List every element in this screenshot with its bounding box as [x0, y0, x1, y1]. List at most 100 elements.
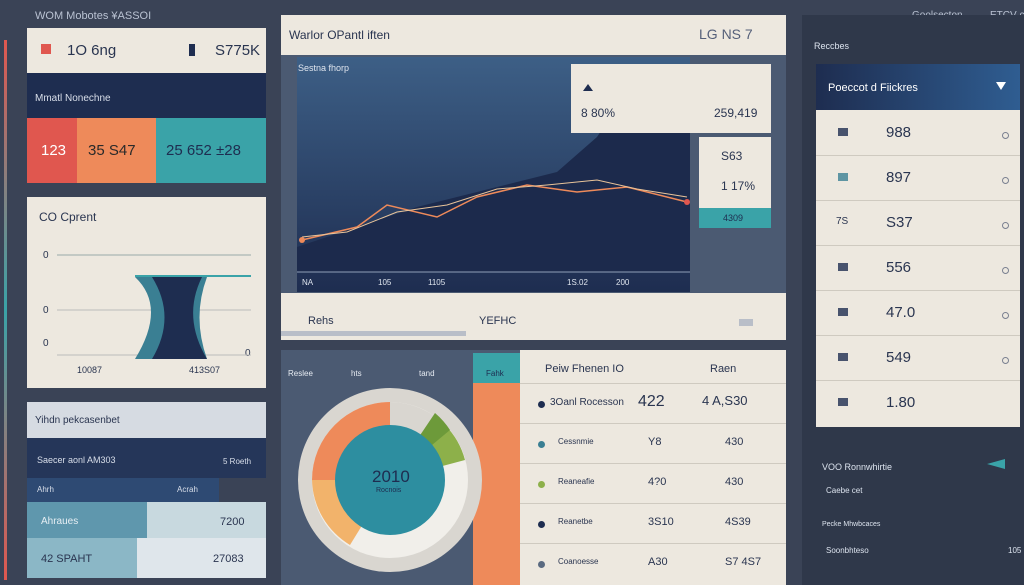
axis-label: 0: [43, 250, 49, 261]
info-bar: Rehs YEFHC: [281, 293, 786, 340]
item-value[interactable]: 1.80: [886, 394, 916, 411]
cell: 430: [725, 476, 744, 488]
table-header: Peiw Fhenen IO: [545, 363, 624, 375]
cell: Y8: [648, 436, 662, 448]
tile: 25 652 ±28: [156, 118, 266, 183]
cell: 3S10: [648, 516, 674, 528]
item-value[interactable]: 47.0: [886, 304, 916, 321]
row-divider: [520, 503, 786, 504]
card-label: 1O 6ng: [67, 42, 117, 59]
row-divider: [816, 155, 1020, 156]
row-value: Acrah: [177, 485, 198, 494]
x-label: NA: [302, 278, 314, 287]
popup-card: 8 80% 259,419: [571, 64, 771, 133]
chart-card: CO Cprent 0 0 0 0 10087 413S07: [27, 197, 266, 388]
icon: [41, 44, 51, 54]
row-divider: [520, 463, 786, 464]
list-row[interactable]: Saecer aonl AM303 5 Roeth: [27, 438, 266, 478]
item-icon: [838, 398, 848, 406]
item-value[interactable]: 988: [886, 124, 912, 141]
right-panel: Reccbes Poeccot d Fiickres 988 897 7S S37 55…: [802, 15, 1024, 585]
stat-value: S63: [721, 149, 743, 163]
footer-value: 105: [1008, 546, 1022, 555]
row-value: 5 Roeth: [223, 457, 252, 466]
popup-value: 259,419: [714, 106, 758, 120]
card-title: CO Cprent: [39, 210, 97, 224]
donut-value: 2010: [372, 467, 410, 486]
item-icon: [838, 308, 848, 316]
list-row[interactable]: Ahrh Acrah: [27, 478, 219, 502]
stat-card: S63 1 17%: [699, 137, 771, 208]
item-action[interactable]: [1002, 177, 1009, 184]
cell: Cessnmie: [558, 437, 594, 446]
band: Mmatl Nonechne: [27, 73, 266, 118]
item-icon: [838, 263, 848, 271]
row-fill: [147, 502, 266, 538]
row-label: 42 SPAHT: [41, 553, 93, 565]
row-divider: [816, 380, 1020, 381]
cell: 4?0: [648, 476, 667, 488]
list-title: Yihdn pekcasenbet: [35, 415, 120, 426]
cell: A30: [648, 556, 668, 568]
main-title: Warlor OPantl iften: [289, 28, 390, 42]
item-list: 988 897 7S S37 556 47.0 549 1.80: [816, 110, 1020, 427]
item-action[interactable]: [1002, 267, 1009, 274]
bar-label: Rehs: [308, 315, 334, 327]
item-icon: [838, 173, 848, 181]
table-header: Raen: [710, 363, 737, 375]
item-value[interactable]: 556: [886, 259, 912, 276]
row-label: Ahraues: [41, 516, 79, 527]
donut-chart: [298, 388, 482, 572]
row-divider: [816, 245, 1020, 246]
cell: S7 4S7: [725, 556, 762, 568]
item-icon: 7S: [836, 216, 849, 227]
tab[interactable]: Fahk: [486, 369, 504, 378]
item-action[interactable]: [1002, 312, 1009, 319]
axis-label: 0: [43, 305, 49, 316]
cell: Reaneafie: [558, 477, 595, 486]
axis-label: 10087: [77, 365, 103, 375]
tile-value: 35 S47: [88, 142, 136, 159]
card-value: S775K: [215, 42, 261, 59]
row-fill: [137, 538, 266, 578]
item-action[interactable]: [1002, 132, 1009, 139]
row-divider: [816, 335, 1020, 336]
cell: 422: [638, 393, 665, 410]
cell: Coanoesse: [558, 557, 599, 566]
icon: [739, 319, 753, 326]
list-row[interactable]: 42 SPAHT 27083: [27, 538, 266, 578]
axis-label: 0: [43, 338, 49, 349]
tab[interactable]: hts: [351, 369, 362, 378]
item-action[interactable]: [1002, 222, 1009, 229]
axis-label: 413S07: [189, 365, 221, 375]
footer-line: Soonbhteso: [826, 546, 869, 555]
progress: [281, 331, 466, 336]
footer-title: VOO Ronnwhirtie: [822, 462, 893, 472]
band-title: Mmatl Nonechne: [35, 93, 111, 104]
item-value[interactable]: 549: [886, 349, 912, 366]
item-action[interactable]: [1002, 357, 1009, 364]
cell: Reanetbe: [558, 517, 593, 526]
tab[interactable]: tand: [419, 369, 435, 378]
tab-active: [473, 353, 520, 383]
item-value[interactable]: S37: [886, 214, 913, 231]
popup-value: 8 80%: [581, 106, 616, 120]
row-label: Saecer aonl AM303: [37, 455, 116, 465]
row-label: Ahrh: [37, 485, 54, 494]
item-value[interactable]: 897: [886, 169, 912, 186]
donut-label: Rocnois: [376, 487, 402, 494]
app-title: WOM Mobotes ¥ASSOI: [35, 10, 152, 22]
stat-value: 4309: [723, 213, 744, 223]
stat-bar: 4309: [699, 208, 771, 228]
list-row[interactable]: Ahraues 7200: [27, 502, 266, 538]
axis-label: 0: [245, 348, 251, 359]
icon: [189, 44, 195, 56]
tile-value: 25 652 ±28: [166, 142, 241, 159]
tab[interactable]: Reslee: [288, 369, 313, 378]
tile-value: 123: [41, 142, 67, 159]
row-value: 7200: [220, 516, 245, 528]
list-header: Yihdn pekcasenbet: [27, 402, 266, 438]
icon: [987, 459, 1005, 469]
shape-graphic: [57, 254, 251, 359]
